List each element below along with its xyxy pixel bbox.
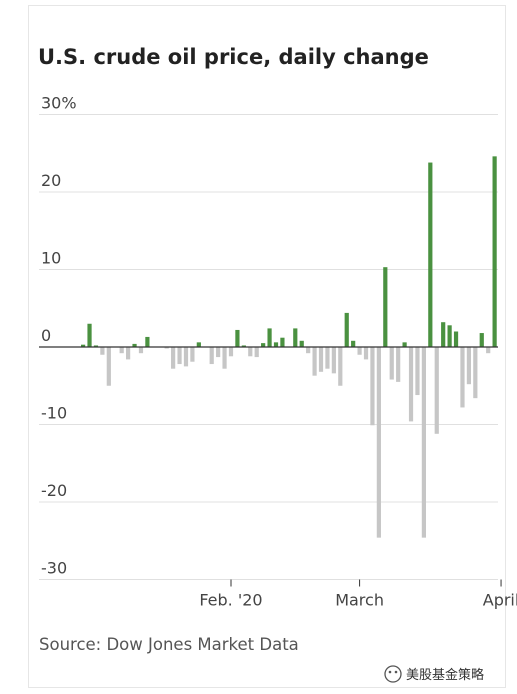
bar — [473, 347, 478, 399]
y-tick-label: 30% — [41, 94, 77, 113]
bar — [344, 312, 349, 347]
bar — [119, 347, 124, 354]
bar — [280, 337, 285, 347]
bar — [183, 347, 189, 367]
bar — [171, 347, 176, 369]
bar — [486, 347, 491, 354]
bar — [222, 347, 227, 369]
bar — [126, 347, 131, 360]
wechat-icon — [384, 665, 402, 683]
bar — [267, 328, 272, 347]
bar — [196, 342, 201, 347]
bar — [376, 347, 381, 538]
y-tick-label: -30 — [41, 559, 67, 578]
bar — [325, 347, 330, 369]
bar — [421, 347, 426, 538]
y-tick-label: 10 — [41, 249, 61, 268]
bar — [273, 342, 279, 347]
bar — [254, 347, 259, 358]
x-tick-label: March — [335, 591, 384, 610]
bar — [370, 347, 375, 426]
bar — [312, 347, 317, 376]
bar — [138, 347, 144, 354]
bar — [209, 347, 214, 365]
bar — [383, 267, 388, 348]
bar — [306, 347, 311, 354]
watermark-text: 美股基金策略 — [406, 667, 484, 683]
y-tick-label: 0 — [41, 326, 51, 345]
bar — [87, 323, 92, 347]
bar — [106, 347, 111, 386]
bar — [441, 322, 446, 347]
bar — [453, 331, 459, 347]
x-tick-labels: Feb. '20 March April — [199, 591, 517, 610]
bar — [93, 345, 99, 347]
bar — [81, 344, 86, 347]
bar — [402, 342, 407, 347]
bar — [261, 343, 266, 348]
bar — [241, 345, 246, 347]
bar — [363, 347, 369, 360]
bars-layer — [81, 156, 497, 538]
bar — [293, 328, 298, 347]
bar — [248, 347, 253, 357]
y-tick-label: -20 — [41, 481, 67, 500]
axis-layer — [39, 346, 502, 587]
bar — [299, 340, 304, 347]
bar — [318, 347, 324, 372]
bar — [216, 347, 221, 358]
bar — [331, 347, 336, 374]
y-tick-label: 20 — [41, 171, 61, 190]
bar — [177, 347, 182, 365]
x-tick-label: April — [483, 591, 517, 610]
bar — [479, 333, 484, 347]
bar — [408, 347, 414, 422]
bar — [466, 347, 471, 385]
y-tick-labels: 30% 20 10 0 -10 -20 -30 — [41, 94, 77, 578]
watermark: 美股基金策略 — [384, 665, 484, 683]
source-note: Source: Dow Jones Market Data — [39, 635, 299, 654]
bar — [100, 347, 105, 355]
bar — [447, 325, 452, 347]
bar — [164, 347, 169, 349]
chart-title: U.S. crude oil price, daily change — [38, 45, 429, 69]
bar — [190, 347, 195, 362]
bar — [145, 336, 150, 348]
bar — [492, 156, 497, 347]
bar — [460, 347, 465, 408]
bar — [428, 162, 433, 347]
bar — [338, 347, 343, 386]
bar — [132, 343, 137, 347]
x-tick-label: Feb. '20 — [199, 591, 262, 610]
wechat-icon-eye-right — [394, 670, 398, 674]
bar — [351, 340, 356, 347]
bar — [228, 347, 234, 357]
wechat-icon-eye-left — [388, 670, 392, 674]
y-tick-label: -10 — [41, 404, 67, 423]
bar — [235, 329, 240, 347]
bar — [415, 347, 420, 396]
bar — [396, 347, 401, 382]
bar — [357, 347, 362, 355]
bar — [389, 347, 394, 380]
bar — [434, 347, 439, 434]
